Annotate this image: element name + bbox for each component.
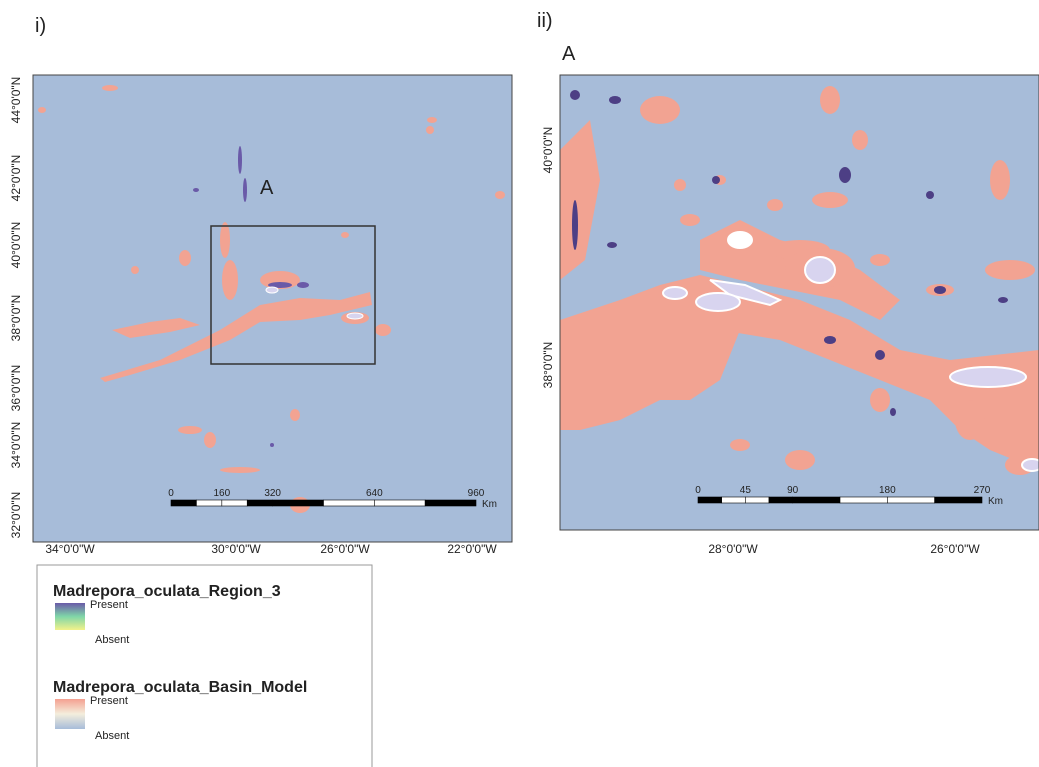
scale-tick-label: 160 [213,488,230,499]
legend-title: Madrepora_oculata_Basin_Model [53,679,307,696]
legend-swatch [55,699,85,729]
scale-segment [424,499,477,507]
x-axis-label: 26°0'0"W [930,542,980,556]
scale-segment [374,499,426,507]
y-axis-label: 32°0'0"N [9,492,23,539]
scale-segment [745,496,770,504]
y-axis-label: 42°0'0"N [9,155,23,202]
legend-low: Absent [95,634,129,646]
x-axis-label: 30°0'0"W [211,542,261,556]
scale-tick-label: 960 [468,488,485,499]
x-axis-label: 22°0'0"W [447,542,497,556]
y-axis-label: 44°0'0"N [9,77,23,124]
panel-label: i) [35,15,46,37]
scale-segment [697,496,722,504]
scale-tick-label: 45 [740,485,752,496]
panel-sublabel: A [562,43,576,65]
scale-segment [934,496,983,504]
scale-segment [246,499,273,507]
scale-tick-label: 640 [366,488,383,499]
y-axis-label: 40°0'0"N [541,127,555,174]
scale-segment [170,499,197,507]
scale-unit: Km [482,499,497,510]
inset-label: A [260,177,274,199]
map-ii [560,75,1039,530]
y-axis-label: 38°0'0"N [541,342,555,389]
scale-tick-label: 320 [264,488,281,499]
scale-segment [721,496,746,504]
scale-tick-label: 0 [168,488,174,499]
scale-tick-label: 0 [695,485,701,496]
scale-segment [221,499,248,507]
x-axis-label: 28°0'0"W [708,542,758,556]
scale-segment [839,496,888,504]
legend-title: Madrepora_oculata_Region_3 [53,583,281,600]
legend-low: Absent [95,730,129,742]
map-i: A [33,75,512,542]
legend-high: Present [90,599,128,611]
scale-segment [887,496,935,504]
scale-segment [272,499,324,507]
x-axis-label: 26°0'0"W [320,542,370,556]
legend-box [36,564,373,767]
scale-unit: Km [988,496,1003,507]
scale-segment [768,496,793,504]
scale-tick-label: 180 [879,485,896,496]
scale-segment [196,499,223,507]
panel-label: ii) [537,10,553,32]
scale-segment [323,499,375,507]
scale-tick-label: 270 [974,485,991,496]
y-axis-label: 36°0'0"N [9,365,23,412]
scale-tick-label: 90 [787,485,799,496]
x-axis-label: 34°0'0"W [45,542,95,556]
y-axis-label: 34°0'0"N [9,422,23,469]
legend-swatch [55,603,85,630]
scale-segment [792,496,841,504]
y-axis-label: 40°0'0"N [9,222,23,269]
y-axis-label: 38°0'0"N [9,295,23,342]
legend-high: Present [90,695,128,707]
